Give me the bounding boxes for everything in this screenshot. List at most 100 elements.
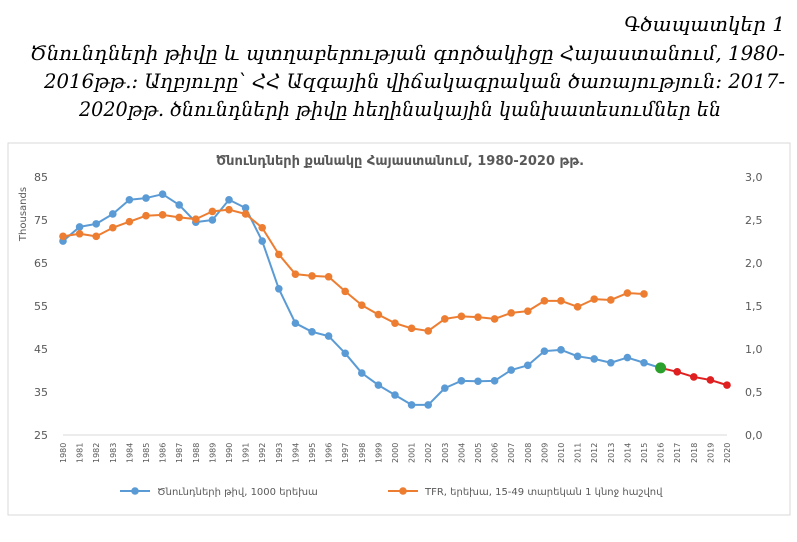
x-tick-label: 1995	[308, 443, 317, 463]
data-point	[474, 313, 482, 321]
data-point	[358, 369, 366, 377]
x-tick-label: 2008	[524, 443, 533, 463]
x-tick-label: 1980	[59, 443, 68, 463]
data-point	[159, 190, 167, 198]
x-tick-label: 1999	[374, 443, 383, 463]
y2-tick-label: 1,5	[745, 300, 763, 313]
x-tick-label: 1986	[159, 443, 168, 463]
data-point	[541, 347, 549, 355]
x-tick-label: 2001	[408, 443, 417, 463]
data-point	[590, 355, 598, 363]
x-tick-label: 1990	[225, 443, 234, 463]
data-point	[126, 218, 134, 226]
figure-label: Գծապատկեր 1	[624, 12, 785, 36]
data-point	[690, 373, 698, 381]
data-point	[607, 296, 615, 304]
x-tick-label: 2000	[391, 443, 400, 463]
y2-tick-label: 0,0	[745, 429, 763, 442]
x-tick-label: 1983	[109, 443, 118, 463]
x-tick-label: 1987	[175, 443, 184, 463]
data-point	[524, 307, 532, 315]
x-tick-label: 1985	[142, 443, 151, 463]
data-point	[325, 273, 333, 281]
data-point	[375, 311, 383, 319]
data-point	[574, 353, 582, 361]
x-tick-label: 1988	[192, 443, 201, 463]
data-point	[624, 289, 632, 297]
data-point	[541, 297, 549, 305]
x-tick-label: 1991	[242, 443, 251, 463]
chart-title: Ծնունդների քանակը Հայաստանում, 1980-2020…	[216, 154, 584, 169]
data-point	[175, 201, 183, 209]
data-point	[76, 230, 84, 238]
data-point	[424, 401, 432, 409]
data-point	[258, 237, 266, 245]
y2-tick-label: 2,5	[745, 214, 763, 227]
data-point	[707, 376, 715, 384]
data-point	[574, 303, 582, 311]
data-point	[325, 332, 333, 340]
data-point	[258, 224, 266, 232]
data-point	[624, 354, 632, 362]
data-point	[391, 391, 399, 399]
data-point	[341, 288, 349, 296]
data-point	[109, 224, 117, 232]
legend-label: Ծնունդների թիվ, 1000 երեխա	[157, 487, 318, 498]
data-point	[640, 290, 648, 298]
y-tick-label: 85	[34, 171, 48, 184]
x-tick-label: 1996	[325, 443, 334, 463]
data-point	[424, 327, 432, 335]
caption-line: 2016թթ.: Աղբյուրը՝ ՀՀ Ազգային վիճակագրակ…	[43, 69, 785, 93]
x-tick-label: 2010	[557, 443, 566, 463]
x-tick-label: 2002	[424, 443, 433, 463]
data-point	[491, 377, 499, 385]
y-tick-label: 45	[34, 343, 48, 356]
data-point	[209, 216, 217, 224]
x-tick-label: 2009	[540, 443, 549, 463]
data-point	[92, 220, 100, 228]
y2-tick-label: 1,0	[745, 343, 763, 356]
data-point	[242, 210, 250, 218]
data-point	[192, 215, 200, 223]
y2-tick-label: 2,0	[745, 257, 763, 270]
x-tick-label: 2005	[474, 443, 483, 463]
data-point	[607, 359, 615, 367]
data-point	[358, 301, 366, 309]
data-point	[441, 384, 449, 392]
y-axis-label: Thousands	[18, 187, 29, 242]
x-tick-label: 1984	[125, 443, 134, 463]
x-tick-label: 1998	[358, 443, 367, 463]
data-point	[673, 368, 681, 376]
x-tick-label: 2007	[507, 443, 516, 463]
data-point	[159, 211, 167, 219]
data-point	[109, 210, 117, 218]
x-tick-label: 1992	[258, 443, 267, 463]
data-point	[59, 233, 67, 241]
x-tick-label: 1982	[92, 443, 101, 463]
legend-marker	[399, 487, 407, 495]
x-tick-label: 2018	[690, 443, 699, 463]
x-tick-label: 1994	[291, 443, 300, 463]
x-tick-label: 1981	[76, 443, 85, 463]
caption-line: 2020թթ. ծնունդների թիվը հեղինակային կանխ…	[78, 97, 721, 121]
data-point	[292, 319, 300, 327]
data-point	[209, 208, 217, 216]
x-tick-label: 2020	[723, 443, 732, 463]
x-tick-label: 2011	[574, 443, 583, 463]
data-point	[640, 359, 648, 367]
legend-label: TFR, երեխա, 15-49 տարեկան 1 կնոջ հաշվով	[424, 487, 663, 498]
x-tick-label: 2014	[623, 443, 632, 463]
data-point	[308, 328, 316, 336]
data-point	[655, 362, 666, 373]
data-point	[441, 315, 449, 323]
x-tick-label: 2017	[673, 443, 682, 463]
x-tick-label: 2012	[590, 443, 599, 463]
data-point	[491, 315, 499, 323]
data-point	[391, 319, 399, 327]
data-point	[142, 194, 150, 202]
data-point	[458, 313, 466, 321]
data-point	[408, 325, 416, 333]
data-point	[225, 196, 233, 204]
y-tick-label: 35	[34, 386, 48, 399]
